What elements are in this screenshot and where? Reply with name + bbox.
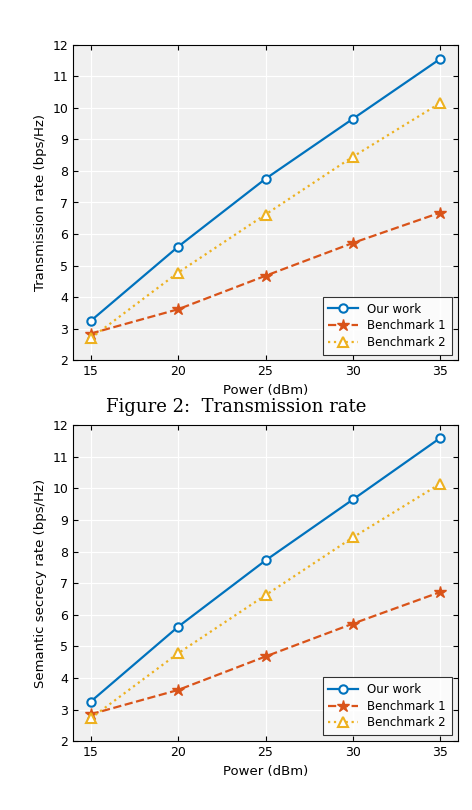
Our work bbox=[175, 242, 181, 252]
X-axis label: Power (dBm): Power (dBm) bbox=[223, 765, 308, 778]
Benchmark 1 bbox=[438, 587, 443, 597]
Benchmark 1 bbox=[350, 619, 356, 629]
Benchmark 2 bbox=[262, 210, 268, 220]
Benchmark 2 bbox=[175, 649, 181, 659]
Benchmark 2 bbox=[438, 98, 443, 108]
Benchmark 1 bbox=[262, 271, 268, 280]
Line: Benchmark 2: Benchmark 2 bbox=[86, 98, 445, 343]
Our work bbox=[175, 622, 181, 632]
Benchmark 2 bbox=[350, 151, 356, 161]
Our work bbox=[350, 495, 356, 505]
Our work bbox=[438, 433, 443, 443]
Our work bbox=[88, 316, 93, 326]
Benchmark 2 bbox=[350, 532, 356, 542]
Our work bbox=[262, 556, 268, 565]
Our work bbox=[262, 174, 268, 184]
Benchmark 1 bbox=[175, 685, 181, 695]
Benchmark 2 bbox=[438, 479, 443, 488]
X-axis label: Power (dBm): Power (dBm) bbox=[223, 384, 308, 397]
Benchmark 1 bbox=[88, 329, 93, 339]
Line: Our work: Our work bbox=[86, 433, 445, 706]
Benchmark 2 bbox=[262, 590, 268, 600]
Benchmark 1 bbox=[350, 238, 356, 248]
Benchmark 1 bbox=[175, 305, 181, 314]
Benchmark 2 bbox=[88, 334, 93, 343]
Legend: Our work, Benchmark 1, Benchmark 2: Our work, Benchmark 1, Benchmark 2 bbox=[322, 677, 452, 735]
Our work bbox=[438, 54, 443, 64]
Y-axis label: Semantic secrecy rate (bps/Hz): Semantic secrecy rate (bps/Hz) bbox=[34, 479, 47, 688]
Line: Benchmark 1: Benchmark 1 bbox=[84, 207, 447, 340]
Text: Figure 2:  Transmission rate: Figure 2: Transmission rate bbox=[106, 399, 366, 416]
Benchmark 2 bbox=[175, 268, 181, 278]
Y-axis label: Transmission rate (bps/Hz): Transmission rate (bps/Hz) bbox=[34, 114, 47, 291]
Our work bbox=[88, 697, 93, 706]
Benchmark 1 bbox=[262, 651, 268, 661]
Our work bbox=[350, 114, 356, 124]
Line: Benchmark 1: Benchmark 1 bbox=[84, 586, 447, 721]
Benchmark 1 bbox=[88, 710, 93, 719]
Benchmark 2 bbox=[88, 714, 93, 723]
Line: Our work: Our work bbox=[86, 54, 445, 325]
Line: Benchmark 2: Benchmark 2 bbox=[86, 479, 445, 723]
Benchmark 1 bbox=[438, 207, 443, 217]
Legend: Our work, Benchmark 1, Benchmark 2: Our work, Benchmark 1, Benchmark 2 bbox=[322, 296, 452, 355]
